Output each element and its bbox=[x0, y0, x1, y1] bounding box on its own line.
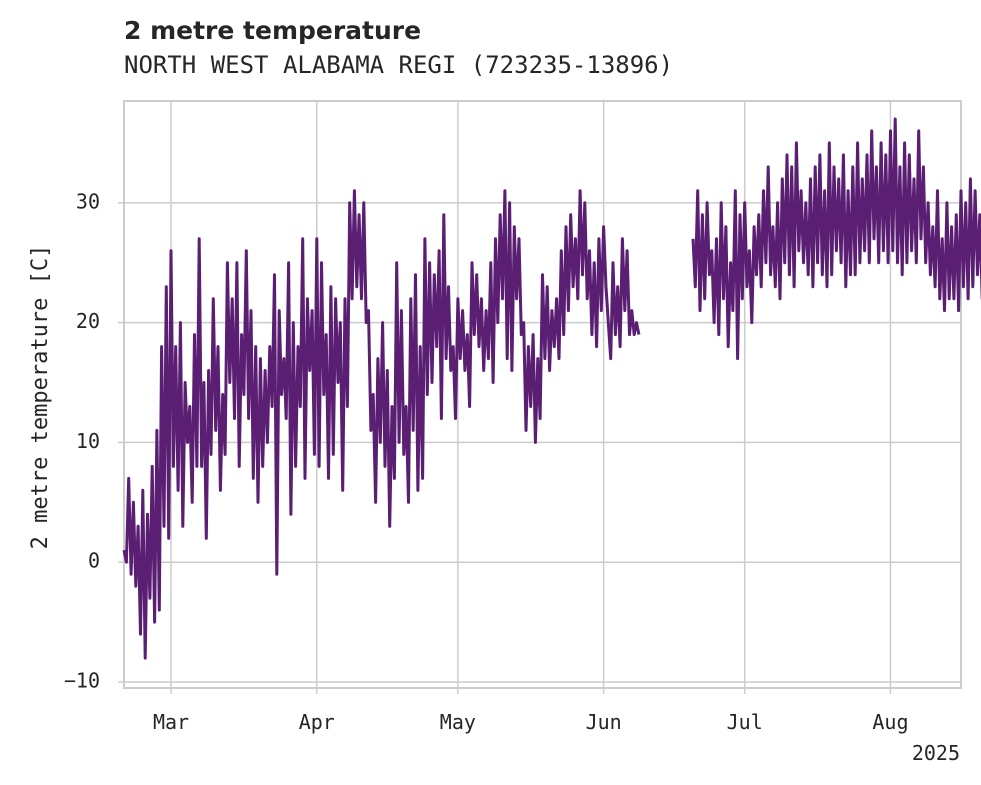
chart-title: 2 metre temperature bbox=[124, 16, 422, 45]
chart-subtitle: NORTH WEST ALABAMA REGI (723235-13896) bbox=[124, 51, 674, 79]
plot-frame bbox=[123, 100, 962, 689]
y-axis-label: 2 metre temperature [C] bbox=[28, 245, 53, 550]
grid-lines bbox=[124, 101, 961, 688]
y-tick-label: 20 bbox=[76, 309, 100, 333]
y-tick-label: 10 bbox=[76, 429, 100, 453]
x-tick-label: Apr bbox=[299, 710, 335, 734]
x-tick-label: Jun bbox=[586, 710, 622, 734]
axis-ticks: −10 0 10 20 30 Mar Apr May Jun Jul Aug bbox=[64, 189, 909, 734]
x-tick-label: Jul bbox=[727, 710, 763, 734]
x-tick-label: Aug bbox=[872, 710, 908, 734]
y-tick-label: 0 bbox=[88, 549, 100, 573]
x-tick-label: Mar bbox=[153, 710, 189, 734]
series-line bbox=[122, 117, 981, 660]
x-tick-label: May bbox=[440, 710, 476, 734]
y-tick-label: 30 bbox=[76, 189, 100, 213]
x-axis-offset-label: 2025 bbox=[912, 741, 960, 765]
y-tick-label: −10 bbox=[64, 669, 100, 693]
